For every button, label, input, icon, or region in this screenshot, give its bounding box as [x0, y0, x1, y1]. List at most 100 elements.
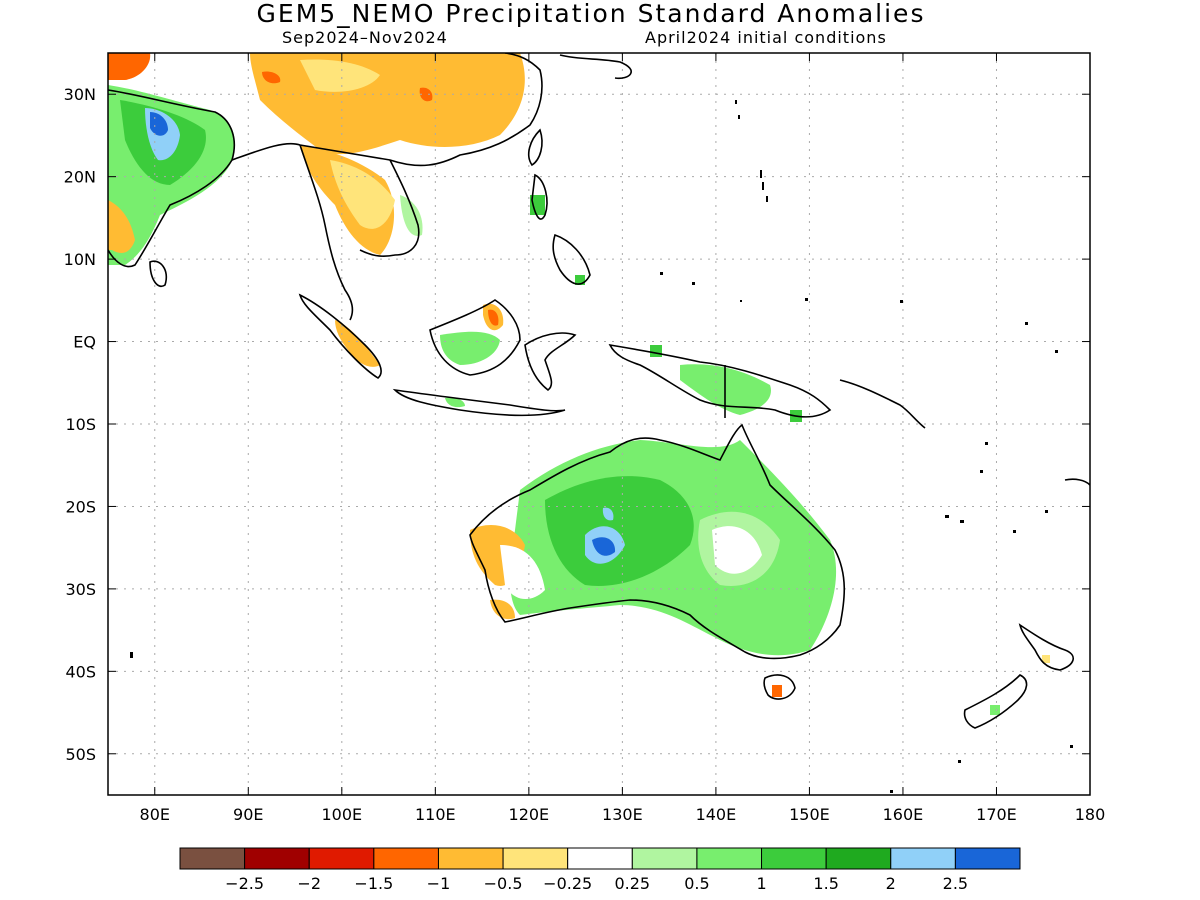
colorbar [179, 847, 1021, 870]
colorbar-label: 1 [756, 874, 766, 893]
colorbar-swatch [825, 847, 892, 870]
anomaly-patch [445, 397, 465, 408]
anomaly-patch [1042, 655, 1050, 663]
latitude-labels: 30N 20N 10N EQ 10S 20S 30S 40S 50S [64, 85, 96, 764]
colorbar-labels: −2.5 −2 −1.5 −1 −0.5 −0.25 0.25 0.5 1 1.5 2 2.5 [225, 874, 968, 893]
coastline [108, 89, 236, 268]
latitude-label: 10N [64, 250, 96, 269]
colorbar-swatch [631, 847, 698, 870]
latitude-label: 10S [65, 415, 96, 434]
colorbar-label: 0.5 [684, 874, 709, 893]
forecast-period: Sep2024–Nov2024 [282, 28, 448, 47]
islands [130, 100, 1073, 793]
colorbar-swatch [502, 847, 569, 870]
anomaly-patch [400, 195, 423, 236]
colorbar-label: −0.5 [484, 874, 523, 893]
longitude-label: 180 [1075, 805, 1106, 824]
coastline [392, 388, 566, 417]
map-title: GEM5_NEMO Precipitation Standard Anomali… [256, 0, 926, 28]
longitude-label: 170E [976, 805, 1017, 824]
longitude-label: 140E [696, 805, 737, 824]
coastline [963, 674, 1028, 729]
coastline [149, 260, 168, 287]
anomaly-patch [990, 705, 1000, 715]
latitude-label: 20N [64, 168, 96, 187]
coastline [231, 53, 543, 167]
colorbar-swatch [308, 847, 375, 870]
anomaly-patch [712, 526, 762, 574]
coastline [469, 423, 846, 660]
map-area [108, 53, 1090, 795]
anomaly-patch [490, 599, 515, 620]
longitude-label: 80E [140, 805, 170, 824]
anomaly-patch [602, 507, 614, 521]
colorbar-swatch [567, 847, 633, 870]
colorbar-label: −1.5 [354, 874, 393, 893]
coastline [299, 144, 354, 321]
anomaly-patch [419, 87, 433, 102]
anomaly-patch [500, 545, 545, 600]
colorbar-swatch [696, 847, 763, 870]
coastline [531, 173, 548, 220]
colorbar-label: 2 [886, 874, 896, 893]
latitude-label: 20S [65, 497, 96, 516]
coastline [1018, 623, 1074, 671]
longitude-label: 160E [883, 805, 924, 824]
coastline [429, 299, 521, 376]
anomaly-patch [108, 200, 135, 253]
coastline [298, 293, 382, 379]
anomaly-patch [262, 71, 281, 84]
coastline [524, 332, 577, 391]
coastline [528, 128, 543, 167]
latitude-label: 30N [64, 85, 96, 104]
longitude-labels: 80E 90E 100E 110E 120E 130E 140E 150E 160E 170E 18… [140, 805, 1106, 824]
axis-ticks [108, 53, 1091, 795]
anomaly-patch [545, 476, 694, 586]
longitude-label: 120E [509, 805, 550, 824]
coastline [608, 343, 832, 418]
colorbar-swatch [954, 847, 1021, 870]
anomaly-patch [592, 537, 616, 556]
colorbar-label: 0.25 [614, 874, 650, 893]
latitude-label: EQ [73, 333, 96, 352]
longitude-label: 110E [415, 805, 456, 824]
coastline [559, 54, 632, 80]
anomaly-patch [488, 309, 499, 326]
colorbar-label: −1 [427, 874, 451, 893]
anomaly-patch [108, 53, 151, 80]
latitude-label: 50S [65, 745, 96, 764]
longitude-label: 150E [789, 805, 830, 824]
map-content [108, 53, 1090, 795]
anomaly-patch [772, 685, 782, 697]
coastline [1064, 478, 1090, 486]
coastline [552, 233, 591, 285]
colorbar-swatch [890, 847, 956, 870]
latitude-label: 40S [65, 662, 96, 681]
anomaly-patch [440, 331, 500, 365]
anomaly-fields [108, 53, 1050, 715]
colorbar-label: 1.5 [813, 874, 838, 893]
colorbar-label: −2.5 [225, 874, 264, 893]
colorbar-swatch [244, 847, 310, 870]
coastline [839, 379, 926, 429]
longitude-label: 100E [321, 805, 362, 824]
colorbar-label: −2 [297, 874, 321, 893]
colorbar-label: −0.25 [543, 874, 592, 893]
longitude-label: 90E [233, 805, 263, 824]
coastlines [108, 53, 1090, 729]
coastline [359, 159, 420, 257]
anomaly-patch [300, 59, 380, 92]
longitude-label: 130E [602, 805, 643, 824]
anomaly-patch [330, 160, 395, 229]
colorbar-swatch [761, 847, 827, 870]
initial-conditions: April2024 initial conditions [645, 28, 887, 47]
latitude-label: 30S [65, 580, 96, 599]
colorbar-swatch [437, 847, 504, 870]
coastline [763, 674, 796, 700]
anomaly-patch [335, 320, 380, 367]
colorbar-label: 2.5 [943, 874, 968, 893]
colorbar-swatch [373, 847, 439, 870]
colorbar-swatch [179, 847, 246, 870]
anomaly-patch [650, 345, 662, 357]
